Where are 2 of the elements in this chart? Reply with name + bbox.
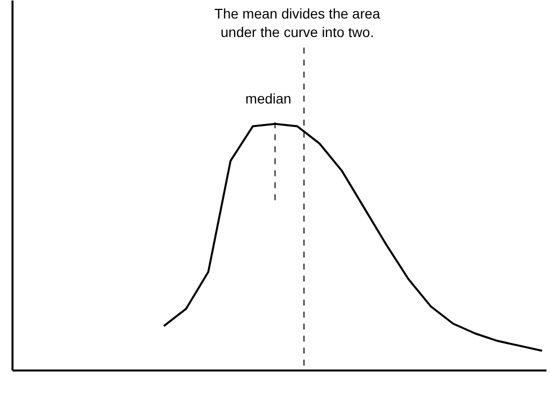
text: median [245, 90, 292, 107]
text: The mean divides the area under the curve into two. [214, 5, 380, 40]
